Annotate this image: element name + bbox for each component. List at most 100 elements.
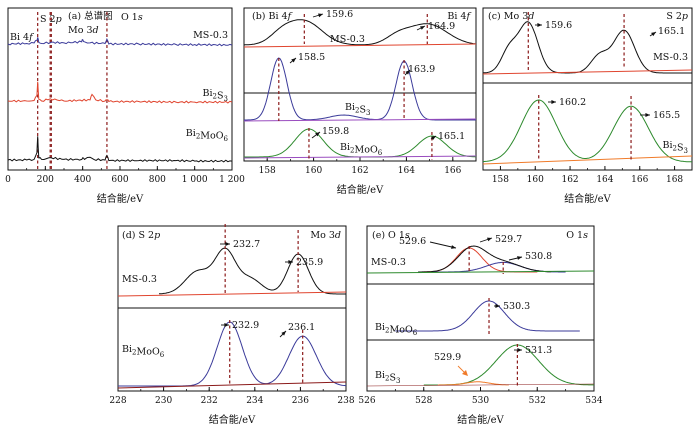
- panel-d-arrow-head: [288, 260, 293, 264]
- panel-d-x-tick-label: 238: [337, 396, 354, 406]
- panel-d-title: (d) S 2p: [122, 230, 160, 241]
- panel-e-x-tick-label: 532: [529, 396, 546, 406]
- panel-a-peak-label: S 2p: [40, 14, 62, 25]
- panel-b-baseline: [243, 118, 477, 122]
- panel-c-series-line: [482, 99, 693, 163]
- panel-d-annotation: 232.9: [232, 320, 259, 331]
- panel-e-arrow-head: [495, 304, 500, 308]
- panel-e-series-line: [423, 344, 594, 386]
- panel-b-annotation: 159.8: [322, 126, 349, 137]
- panel-c-annotation: 159.6: [545, 20, 572, 31]
- panel-d-baseline: [117, 381, 347, 389]
- panel-a-peak-label: Mo 3d: [68, 25, 99, 36]
- panel-e-x-tick-label: 528: [415, 396, 432, 406]
- panel-e-title: (e) O 1s: [372, 230, 410, 241]
- panel-b-annotation: 164.9: [428, 21, 455, 32]
- panel-a-x-tick-label: 1 200: [219, 175, 245, 185]
- panel-a-x-tick-label: 800: [149, 175, 166, 185]
- panel-c-x-tick-label: 160: [527, 175, 544, 185]
- panel-d-label-right: Mo 3d: [310, 230, 341, 241]
- panel-e-series-line: [418, 245, 552, 273]
- panel-d-x-axis-label: 结合能/eV: [209, 413, 256, 426]
- panel-b-annotation: 163.9: [408, 64, 435, 75]
- panel-b-x-axis-label: 结合能/eV: [337, 183, 384, 196]
- panel-b-arrow-head: [405, 70, 410, 75]
- panel-b-baseline: [243, 155, 477, 159]
- panel-b-baseline: [243, 43, 477, 48]
- panel-e-x-tick-label: 534: [585, 396, 602, 406]
- panel-b-arrow-head: [315, 132, 320, 137]
- panel-c-title: (c) Mo 3d: [488, 11, 534, 22]
- panel-e-arrow-head: [517, 256, 522, 260]
- panel-b-series-label: Bi2S3: [345, 102, 370, 117]
- panel-d-x-tick-label: 234: [246, 396, 263, 406]
- panel-b-arrow-head: [318, 13, 323, 18]
- panel-b-arrow-head: [431, 136, 436, 141]
- panel-b-x-tick-label: 158: [259, 166, 276, 176]
- panel-e-annotation: 529.7: [495, 234, 522, 245]
- panel-c-x-axis-label: 结合能/eV: [564, 192, 611, 205]
- panel-e-annotation: 529.9: [434, 352, 461, 363]
- panel-e-annotation: 529.6: [399, 236, 426, 247]
- panel-b-annotation: 165.1: [438, 131, 465, 142]
- panel-c-arrow-head: [551, 100, 556, 104]
- panel-d-x-tick-label: 236: [292, 396, 309, 406]
- panel-e-arrow-head: [487, 237, 492, 242]
- panel-c-baseline: [482, 69, 693, 75]
- panel-d-x-tick-label: 228: [109, 396, 126, 406]
- panel-e-annotation: 530.8: [525, 251, 552, 262]
- panel-e-arrow-head: [462, 370, 468, 376]
- panel-b-x-tick-label: 166: [444, 166, 461, 176]
- panel-e-annotation: 530.3: [503, 301, 530, 312]
- panel-c-label-right: S 2p: [666, 11, 688, 22]
- panel-b-label-right: Bi 4f: [447, 11, 471, 22]
- panel-e-frame: [366, 225, 595, 392]
- panel-e-series-label: Bi2MoO6: [375, 322, 418, 337]
- panel-e-annotation: 531.3: [525, 345, 552, 356]
- panel-c-baseline: [482, 155, 693, 165]
- panel-a-x-tick-label: 0: [5, 175, 11, 185]
- panel-d-annotation: 236.1: [288, 322, 315, 333]
- panel-e-series-line: [423, 261, 566, 273]
- panel-b-x-tick-label: 164: [398, 166, 415, 176]
- panel-c-x-tick-label: 164: [596, 175, 613, 185]
- panel-d-annotation: 232.7: [233, 239, 260, 250]
- panel-d-arrow-head: [225, 242, 230, 246]
- panel-c-arrow-head: [651, 32, 656, 37]
- panel-a-series-line: [7, 37, 233, 47]
- panel-c-arrow-head: [537, 23, 542, 27]
- panel-e-x-tick-label: 526: [358, 396, 375, 406]
- panel-e-arrow-head: [517, 348, 522, 352]
- panel-a-peak-label: Bi 4f: [10, 32, 34, 43]
- panel-d-annotation: 235.9: [296, 257, 323, 268]
- panel-d-series-label: MS-0.3: [122, 274, 157, 285]
- panel-b-series-line: [243, 19, 477, 46]
- panel-e-label-right: O 1s: [566, 230, 588, 241]
- panel-a-series-label: Bi2MoO6: [186, 128, 229, 143]
- panel-a-title: (a) 总谱图: [68, 10, 113, 22]
- panel-b-annotation: 159.6: [326, 9, 353, 20]
- panel-d-series-line: [158, 247, 346, 295]
- panel-b-annotation: 158.5: [298, 52, 325, 63]
- panel-d-arrow-head: [224, 323, 229, 327]
- panel-c-x-tick-label: 166: [631, 175, 648, 185]
- panel-c-annotation: 165.1: [658, 26, 685, 37]
- panel-d-series-label: Bi2MoO6: [122, 344, 165, 359]
- panel-c-x-tick-label: 158: [492, 175, 509, 185]
- panel-a-x-tick-label: 600: [111, 175, 128, 185]
- panel-a-x-tick-label: 1 000: [182, 175, 208, 185]
- panel-e-x-tick-label: 530: [472, 396, 489, 406]
- panel-a-peak-label: O 1s: [121, 12, 143, 23]
- panel-e-baseline: [366, 270, 595, 274]
- panel-d-arrow-head: [281, 331, 286, 336]
- panel-e-arrow-head: [451, 245, 456, 249]
- panel-a-series-label: Bi2S3: [203, 88, 228, 103]
- panel-c-series-label: Bi2S3: [663, 140, 688, 155]
- panel-a-series-line: [7, 136, 233, 163]
- panel-a-x-axis-label: 结合能/eV: [97, 192, 144, 205]
- panel-c-series-line: [482, 21, 692, 74]
- panel-c-annotation: 165.5: [653, 110, 680, 121]
- panel-d-x-tick-label: 232: [201, 396, 218, 406]
- panel-d-x-tick-label: 230: [155, 396, 172, 406]
